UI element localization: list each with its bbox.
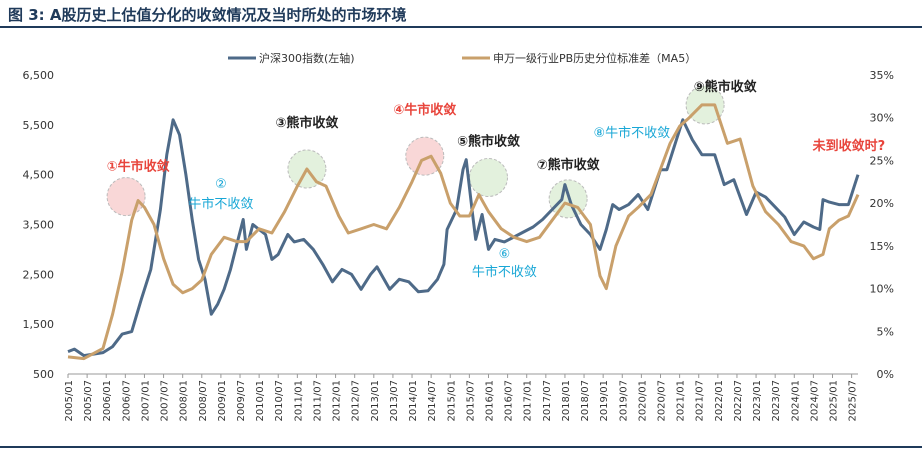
annotation-label: ⑥ [499, 247, 511, 262]
x-tick-label: 2021/07 [695, 380, 706, 422]
x-tick-label: 2020/07 [657, 380, 668, 422]
series-line-csi300 [67, 118, 860, 358]
legend-label-pb-spread: 申万一级行业PB历史分位标准差（MA5） [493, 51, 696, 65]
y-right-tick-label: 5% [877, 325, 894, 338]
x-tick-label: 2017/07 [542, 380, 553, 422]
x-tick-label: 2007/07 [160, 380, 171, 422]
x-tick-label: 2012/07 [351, 380, 362, 422]
x-tick-label: 2007/01 [140, 380, 151, 422]
y-right-tick-label: 0% [877, 368, 894, 381]
annotation-label: ② [215, 177, 227, 192]
x-tick-label: 2019/07 [618, 380, 629, 422]
x-tick-label: 2017/01 [523, 380, 534, 422]
x-tick-label: 2014/01 [408, 380, 419, 422]
annotation-label: ⑧牛市不收敛 [594, 125, 671, 141]
x-tick-label: 2011/07 [312, 380, 323, 422]
legend-label-csi300: 沪深300指数(左轴) [259, 51, 355, 65]
y-left-tick-label: 4,500 [23, 169, 55, 182]
x-tick-label: 2008/01 [179, 380, 190, 422]
x-tick-label: 2009/07 [236, 380, 247, 422]
x-tick-label: 2008/07 [198, 380, 209, 422]
title-rule [0, 26, 922, 28]
y-right-tick-label: 35% [870, 69, 894, 82]
annotation-label: ①牛市收敛 [107, 159, 170, 175]
x-tick-label: 2025/07 [848, 380, 859, 422]
x-tick-label: 2019/01 [599, 380, 610, 422]
highlight-halo [468, 158, 508, 198]
annotation-label: ⑨熊市收敛 [694, 79, 757, 95]
x-tick-label: 2024/07 [809, 380, 820, 422]
bottom-rule [0, 446, 922, 448]
x-tick-label: 2020/01 [637, 380, 648, 422]
x-tick-label: 2014/07 [427, 380, 438, 422]
x-tick-label: 2018/01 [561, 380, 572, 422]
figure-title: 图 3: A股历史上估值分化的收敛情况及当时所处的市场环境 [8, 6, 407, 24]
x-tick-label: 2018/07 [580, 380, 591, 422]
x-tick-label: 2025/01 [829, 380, 840, 422]
y-right-tick-label: 10% [870, 283, 894, 296]
x-tick-label: 2016/07 [504, 380, 515, 422]
annotation-label: ⑦熊市收敛 [537, 157, 600, 173]
x-tick-label: 2023/07 [771, 380, 782, 422]
x-tick-label: 2016/01 [484, 380, 495, 422]
legend: 沪深300指数(左轴) 申万一级行业PB历史分位标准差（MA5） [228, 51, 696, 65]
x-tick-label: 2015/07 [465, 380, 476, 422]
x-tick-label: 2005/01 [64, 380, 75, 422]
x-tick-label: 2022/07 [733, 380, 744, 422]
y-left-tick-label: 6,500 [23, 69, 55, 82]
annotation-label-line2: 牛市不收敛 [472, 264, 537, 280]
y-left-tick-label: 2,500 [23, 268, 55, 281]
y-right-tick-label: 15% [870, 240, 894, 253]
y-right-tick-label: 25% [870, 154, 894, 167]
x-tick-label: 2013/07 [389, 380, 400, 422]
y-right-tick-label: 30% [870, 112, 894, 125]
annotation-label: ⑤熊市收敛 [457, 134, 520, 150]
annotation-label: 未到收敛时? [812, 138, 886, 154]
x-tick-label: 2006/07 [121, 380, 132, 422]
x-tick-label: 2009/01 [217, 380, 228, 422]
annotation-label: ④牛市收敛 [393, 102, 456, 118]
x-tick-label: 2012/01 [332, 380, 343, 422]
annotation-label-line2: 牛市不收敛 [188, 196, 253, 212]
x-tick-label: 2013/01 [370, 380, 381, 422]
x-tick-label: 2006/01 [102, 380, 113, 422]
x-tick-label: 2010/01 [255, 380, 266, 422]
highlight-halo [405, 136, 445, 176]
y-left-tick-label: 500 [33, 368, 54, 381]
x-tick-label: 2005/07 [83, 380, 94, 422]
y-left-tick-label: 1,500 [23, 318, 55, 331]
x-tick-label: 2011/01 [293, 380, 304, 422]
series-line-pb-spread [67, 103, 860, 361]
y-left-tick-label: 3,500 [23, 219, 55, 232]
x-tick-label: 2015/01 [446, 380, 457, 422]
x-tick-label: 2023/01 [752, 380, 763, 422]
x-tick-label: 2022/01 [714, 380, 725, 422]
x-tick-label: 2010/07 [274, 380, 285, 422]
highlight-halo [106, 177, 146, 217]
y-right-tick-label: 20% [870, 197, 894, 210]
y-left-tick-label: 5,500 [23, 119, 55, 132]
x-tick-label: 2024/01 [790, 380, 801, 422]
annotation-label: ③熊市收敛 [275, 115, 338, 131]
x-tick-label: 2021/01 [676, 380, 687, 422]
